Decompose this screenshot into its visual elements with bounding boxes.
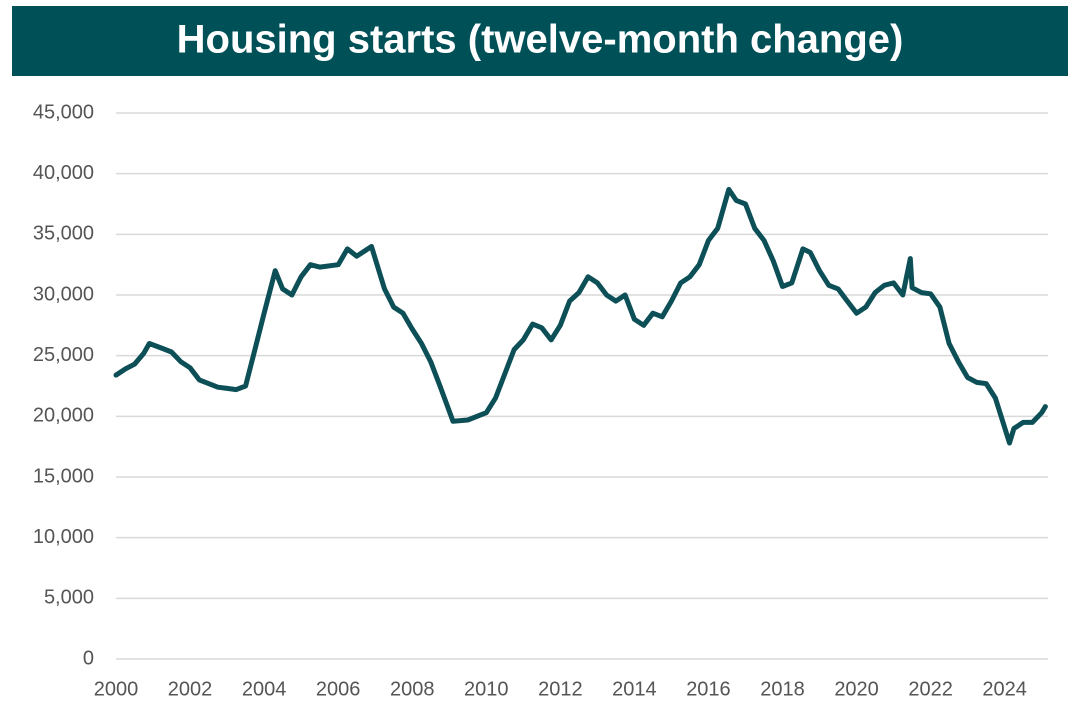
x-tick-label: 2000 bbox=[94, 678, 139, 700]
data-line bbox=[113, 186, 1048, 446]
x-tick-label: 2022 bbox=[908, 678, 953, 700]
y-tick-label: 30,000 bbox=[33, 283, 94, 305]
x-tick-label: 2008 bbox=[390, 678, 435, 700]
y-tick-label: 10,000 bbox=[33, 526, 94, 548]
y-tick-label: 45,000 bbox=[33, 101, 94, 123]
x-tick-label: 2020 bbox=[834, 678, 879, 700]
title-bar bbox=[12, 6, 1068, 76]
y-tick-label: 35,000 bbox=[33, 223, 94, 245]
y-tick-label: 40,000 bbox=[33, 162, 94, 184]
x-tick-label: 2004 bbox=[242, 678, 287, 700]
x-tick-label: 2010 bbox=[464, 678, 509, 700]
x-tick-label: 2024 bbox=[982, 678, 1027, 700]
y-tick-label: 25,000 bbox=[33, 344, 94, 366]
y-tick-label: 5,000 bbox=[44, 587, 94, 609]
x-tick-label: 2018 bbox=[760, 678, 805, 700]
x-tick-label: 2002 bbox=[168, 678, 213, 700]
x-tick-label: 2012 bbox=[538, 678, 583, 700]
x-tick-label: 2006 bbox=[316, 678, 361, 700]
x-tick-label: 2014 bbox=[612, 678, 657, 700]
y-tick-label: 0 bbox=[83, 647, 94, 669]
chart-title: Housing starts (twelve-month change) bbox=[177, 18, 904, 62]
x-tick-label: 2016 bbox=[686, 678, 731, 700]
y-tick-label: 20,000 bbox=[33, 405, 94, 427]
y-tick-label: 15,000 bbox=[33, 465, 94, 487]
